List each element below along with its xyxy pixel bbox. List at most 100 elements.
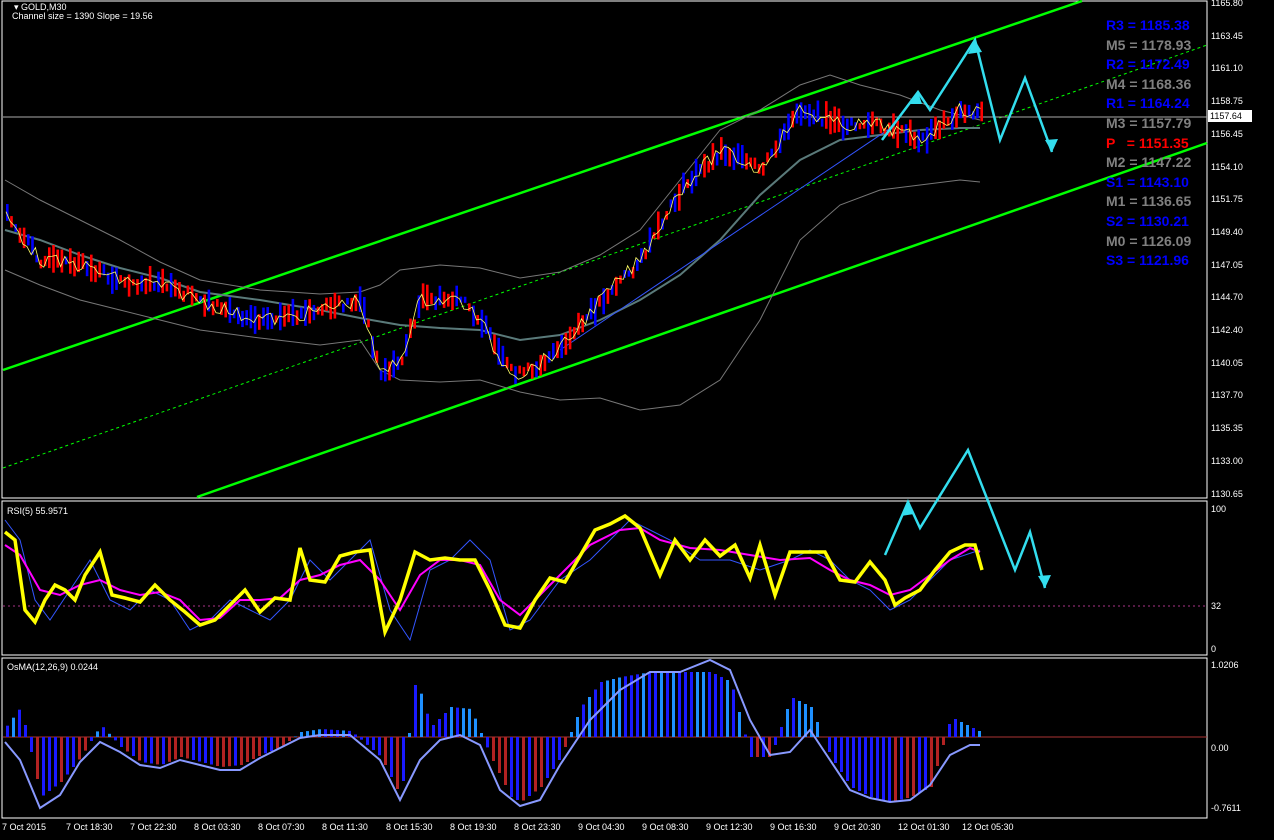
- osma-bar-negative: [66, 737, 69, 775]
- bear-bar: [749, 157, 752, 167]
- bear-bar: [220, 302, 223, 315]
- bear-bar: [703, 153, 706, 178]
- bear-bar: [980, 101, 983, 122]
- bear-bar: [182, 290, 185, 302]
- osma-bar-negative: [204, 737, 207, 763]
- channel-mid-line[interactable]: [2, 44, 1208, 469]
- bear-bar: [963, 104, 967, 123]
- bull-bar: [115, 267, 118, 290]
- price-tick: 1133.00: [1211, 455, 1243, 466]
- price-bars: [5, 100, 983, 384]
- osma-bar-negative: [78, 737, 81, 760]
- osma-bar-positive: [636, 674, 639, 737]
- bear-bar: [52, 245, 55, 273]
- bear-bar: [367, 319, 370, 328]
- bollinger-upper: [4, 74, 981, 295]
- channel-upper-line[interactable]: [2, 0, 1083, 372]
- osma-bar-negative: [72, 737, 75, 767]
- pivot-level: R3 = 1185.38: [1106, 17, 1190, 33]
- price-tick: 1156.45: [1211, 128, 1243, 139]
- bear-bar: [43, 255, 47, 267]
- bear-bar: [451, 291, 454, 311]
- bull-bar: [594, 298, 597, 326]
- bull-bar: [850, 117, 853, 126]
- bear-bar: [136, 279, 139, 295]
- bear-bar: [762, 162, 765, 176]
- bear-bar: [22, 227, 26, 249]
- regression-channel[interactable]: [2, 0, 1208, 499]
- osma-bar-negative: [84, 737, 87, 751]
- bull-bar: [228, 296, 232, 323]
- bull-bar: [816, 100, 820, 123]
- arrowhead-main-1: [968, 40, 982, 54]
- bear-bar: [573, 327, 576, 340]
- bear-bar: [421, 283, 425, 309]
- pivot-level: R2 = 1172.49: [1106, 56, 1190, 73]
- bull-bar: [560, 334, 563, 359]
- osma-bar-positive: [6, 725, 9, 737]
- bear-bar: [829, 110, 832, 135]
- osma-bar-positive: [732, 689, 735, 737]
- osma-bar-positive: [738, 712, 741, 737]
- trend-line[interactable]: [559, 124, 896, 351]
- bear-bar: [862, 119, 866, 129]
- osma-bar-negative: [174, 737, 177, 760]
- osma-bar-negative: [120, 737, 123, 747]
- bull-bar: [867, 112, 870, 139]
- osma-bar-positive: [294, 736, 297, 737]
- projection-arrow-rsi[interactable]: [883, 447, 1047, 589]
- bull-bar: [237, 307, 240, 325]
- osma-bar-negative: [564, 737, 567, 747]
- bull-bar: [379, 370, 383, 381]
- bull-bar: [497, 337, 500, 365]
- osma-bar-positive: [726, 680, 729, 737]
- osma-bar-negative: [186, 737, 189, 759]
- osma-bar-negative: [912, 737, 915, 796]
- time-tick: 8 Oct 15:30: [386, 822, 433, 832]
- price-axis[interactable]: 1165.80 1163.45 1161.10 1158.75 1156.45 1154.…: [1209, 0, 1274, 499]
- pivot-level: P = 1151.35: [1106, 134, 1189, 151]
- bear-bar: [174, 279, 177, 297]
- bear-bar: [883, 127, 887, 134]
- bull-bar: [438, 285, 442, 306]
- bear-bar: [531, 363, 534, 379]
- pivot-level: M5 = 1178.93: [1106, 36, 1192, 53]
- time-tick: 8 Oct 11:30: [322, 822, 368, 832]
- osma-bar-positive: [786, 709, 789, 737]
- osma-tick-max: 1.0206: [1211, 660, 1239, 670]
- bear-bar: [48, 247, 51, 269]
- main-chart-frame: [1, 0, 1208, 499]
- osma-bar-negative: [168, 737, 171, 762]
- osma-bar-positive: [420, 693, 423, 737]
- bull-bar: [787, 113, 790, 140]
- osma-bar-negative: [60, 737, 63, 782]
- bear-bar: [745, 153, 748, 170]
- current-price-label: 1157.64: [1208, 110, 1252, 122]
- osma-bar-negative: [246, 737, 249, 762]
- osma-bar-negative: [240, 737, 243, 765]
- time-tick: 12 Oct 01:30: [898, 822, 950, 832]
- bull-bar: [111, 266, 114, 294]
- bear-bar: [375, 350, 379, 363]
- osma-bar-positive: [696, 672, 699, 737]
- osma-bar-negative: [828, 737, 831, 752]
- osma-tick-min: -0.7611: [1211, 803, 1241, 813]
- osma-bar-positive: [414, 685, 417, 737]
- price-tick: 1147.05: [1211, 259, 1243, 270]
- bear-bar: [711, 143, 715, 171]
- rsi-main-line: [3, 513, 984, 638]
- projection-arrow-main[interactable]: [881, 36, 1054, 153]
- bull-bar: [535, 361, 538, 378]
- channel-lower-line[interactable]: [196, 141, 1208, 499]
- bear-bar: [766, 152, 769, 163]
- bull-bar: [699, 164, 702, 174]
- title-chevron-icon[interactable]: ▾: [14, 2, 19, 12]
- bear-bar: [896, 120, 899, 149]
- time-tick: 8 Oct 07:30: [258, 822, 305, 832]
- osma-bar-negative: [498, 737, 501, 773]
- arrowhead-rsi-2: [1038, 575, 1051, 588]
- time-axis[interactable]: 7 Oct 2015 7 Oct 18:30 7 Oct 22:30 8 Oct 03…: [0, 820, 1210, 840]
- osma-bar-negative: [126, 737, 129, 752]
- osma-bar-negative: [762, 737, 765, 757]
